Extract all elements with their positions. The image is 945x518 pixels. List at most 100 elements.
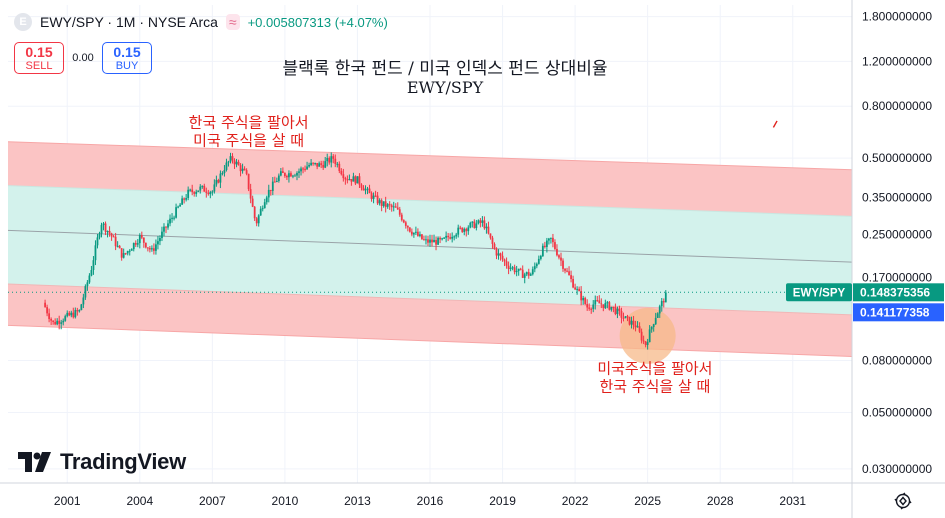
x-tick-label: 2010 bbox=[272, 494, 299, 508]
candle-body bbox=[374, 195, 377, 197]
candle-body bbox=[271, 181, 274, 191]
chart-subtitle: EWY/SPY bbox=[407, 78, 484, 97]
candle-body bbox=[443, 237, 446, 239]
candle-body bbox=[392, 206, 395, 208]
candle-body bbox=[173, 217, 175, 219]
candle-body bbox=[261, 208, 264, 210]
candle-body bbox=[366, 188, 369, 190]
candle-body bbox=[423, 239, 425, 241]
y-tick-label: 1.800000000 bbox=[862, 10, 932, 24]
candle-body bbox=[636, 326, 639, 328]
y-tick-label: 0.500000000 bbox=[862, 151, 932, 165]
chart-header: E EWY/SPY · 1M · NYSE Arca ≈ +0.00580731… bbox=[14, 10, 388, 34]
candle-body bbox=[656, 313, 659, 318]
x-tick-label: 2001 bbox=[54, 494, 81, 508]
candle-body bbox=[223, 169, 226, 174]
candle-body bbox=[628, 316, 631, 325]
candle-body bbox=[614, 307, 617, 315]
candle-body bbox=[513, 267, 516, 273]
candle-body bbox=[247, 173, 250, 190]
candle-body bbox=[445, 235, 448, 238]
candle-body bbox=[140, 235, 143, 238]
x-tick-label: 2004 bbox=[126, 494, 153, 508]
candle-body bbox=[602, 304, 605, 308]
symbol-price-tag bbox=[786, 283, 852, 302]
candle-body bbox=[221, 173, 224, 175]
candle-body bbox=[213, 184, 216, 192]
candle-body bbox=[610, 306, 613, 310]
candle-body bbox=[46, 307, 48, 314]
symbol-price-tag-label: EWY/SPY bbox=[793, 287, 846, 299]
candle-body bbox=[273, 181, 276, 183]
buy-button[interactable]: 0.15 BUY bbox=[102, 42, 152, 74]
candle-body bbox=[209, 192, 212, 195]
candle-body bbox=[116, 245, 119, 247]
candle-body bbox=[632, 320, 635, 326]
candle-body bbox=[594, 300, 597, 305]
candle-body bbox=[114, 236, 117, 247]
candle-body bbox=[314, 162, 317, 164]
candle-body bbox=[108, 230, 111, 234]
change-approx-icon: ≈ bbox=[225, 14, 240, 30]
candle-body bbox=[560, 257, 562, 261]
candle-body bbox=[493, 243, 496, 249]
y-tick-label: 0.350000000 bbox=[862, 191, 932, 205]
candle-body bbox=[624, 316, 627, 319]
candle-body bbox=[259, 208, 262, 216]
candle-body bbox=[402, 220, 405, 223]
y-tick-label: 0.800000000 bbox=[862, 99, 932, 113]
candle-body bbox=[68, 312, 71, 316]
candle-body bbox=[296, 172, 298, 176]
y-tick-label: 0.250000000 bbox=[862, 228, 932, 242]
candle-body bbox=[112, 236, 115, 238]
candle-body bbox=[201, 185, 204, 187]
candle-body bbox=[86, 282, 89, 287]
candle-body bbox=[288, 173, 290, 178]
candle-body bbox=[207, 192, 210, 195]
tradingview-brand[interactable]: TradingView bbox=[18, 449, 186, 475]
candle-body bbox=[193, 192, 196, 194]
annotation-text: 한국 주식을 팔아서 bbox=[189, 113, 309, 131]
candle-body bbox=[237, 161, 240, 166]
candle-body bbox=[251, 198, 254, 207]
settings-gear-icon[interactable] bbox=[894, 492, 912, 510]
candle-body bbox=[195, 191, 198, 194]
candle-body bbox=[646, 342, 649, 346]
symbol-title[interactable]: EWY/SPY · 1M · NYSE Arca bbox=[40, 14, 218, 30]
candle-body bbox=[398, 209, 401, 215]
candle-body bbox=[211, 191, 214, 193]
price-change: +0.005807313 (+4.07%) bbox=[247, 14, 388, 30]
candle-body bbox=[348, 179, 351, 181]
candle-body bbox=[306, 166, 308, 170]
candle-body bbox=[568, 271, 570, 276]
candle-body bbox=[574, 287, 577, 290]
candle-body bbox=[419, 234, 421, 236]
candle-body bbox=[134, 242, 137, 245]
candle-body bbox=[495, 248, 498, 256]
candle-body bbox=[346, 179, 349, 181]
candle-body bbox=[342, 174, 345, 179]
sell-button[interactable]: 0.15 SELL bbox=[14, 42, 64, 74]
candle-body bbox=[596, 300, 599, 302]
candle-body bbox=[541, 245, 544, 257]
candle-body bbox=[324, 161, 327, 168]
candle-body bbox=[408, 227, 411, 232]
candle-body bbox=[433, 239, 435, 243]
candle-body bbox=[292, 175, 294, 177]
candle-body bbox=[481, 220, 484, 223]
candle-body bbox=[171, 217, 173, 219]
candle-body bbox=[552, 237, 554, 243]
candle-body bbox=[304, 168, 306, 170]
candle-body bbox=[421, 234, 423, 240]
channel-lower-mid-line bbox=[7, 283, 853, 316]
sell-label: SELL bbox=[25, 59, 53, 72]
tradingview-logo-icon bbox=[18, 452, 51, 472]
candle-body bbox=[626, 316, 629, 318]
candle-body bbox=[414, 231, 417, 233]
annotation-mark bbox=[772, 120, 778, 128]
candle-body bbox=[521, 269, 524, 278]
annotation-text: 미국 주식을 살 때 bbox=[193, 131, 304, 149]
candle-body bbox=[509, 267, 512, 269]
x-tick-label: 2013 bbox=[344, 494, 371, 508]
